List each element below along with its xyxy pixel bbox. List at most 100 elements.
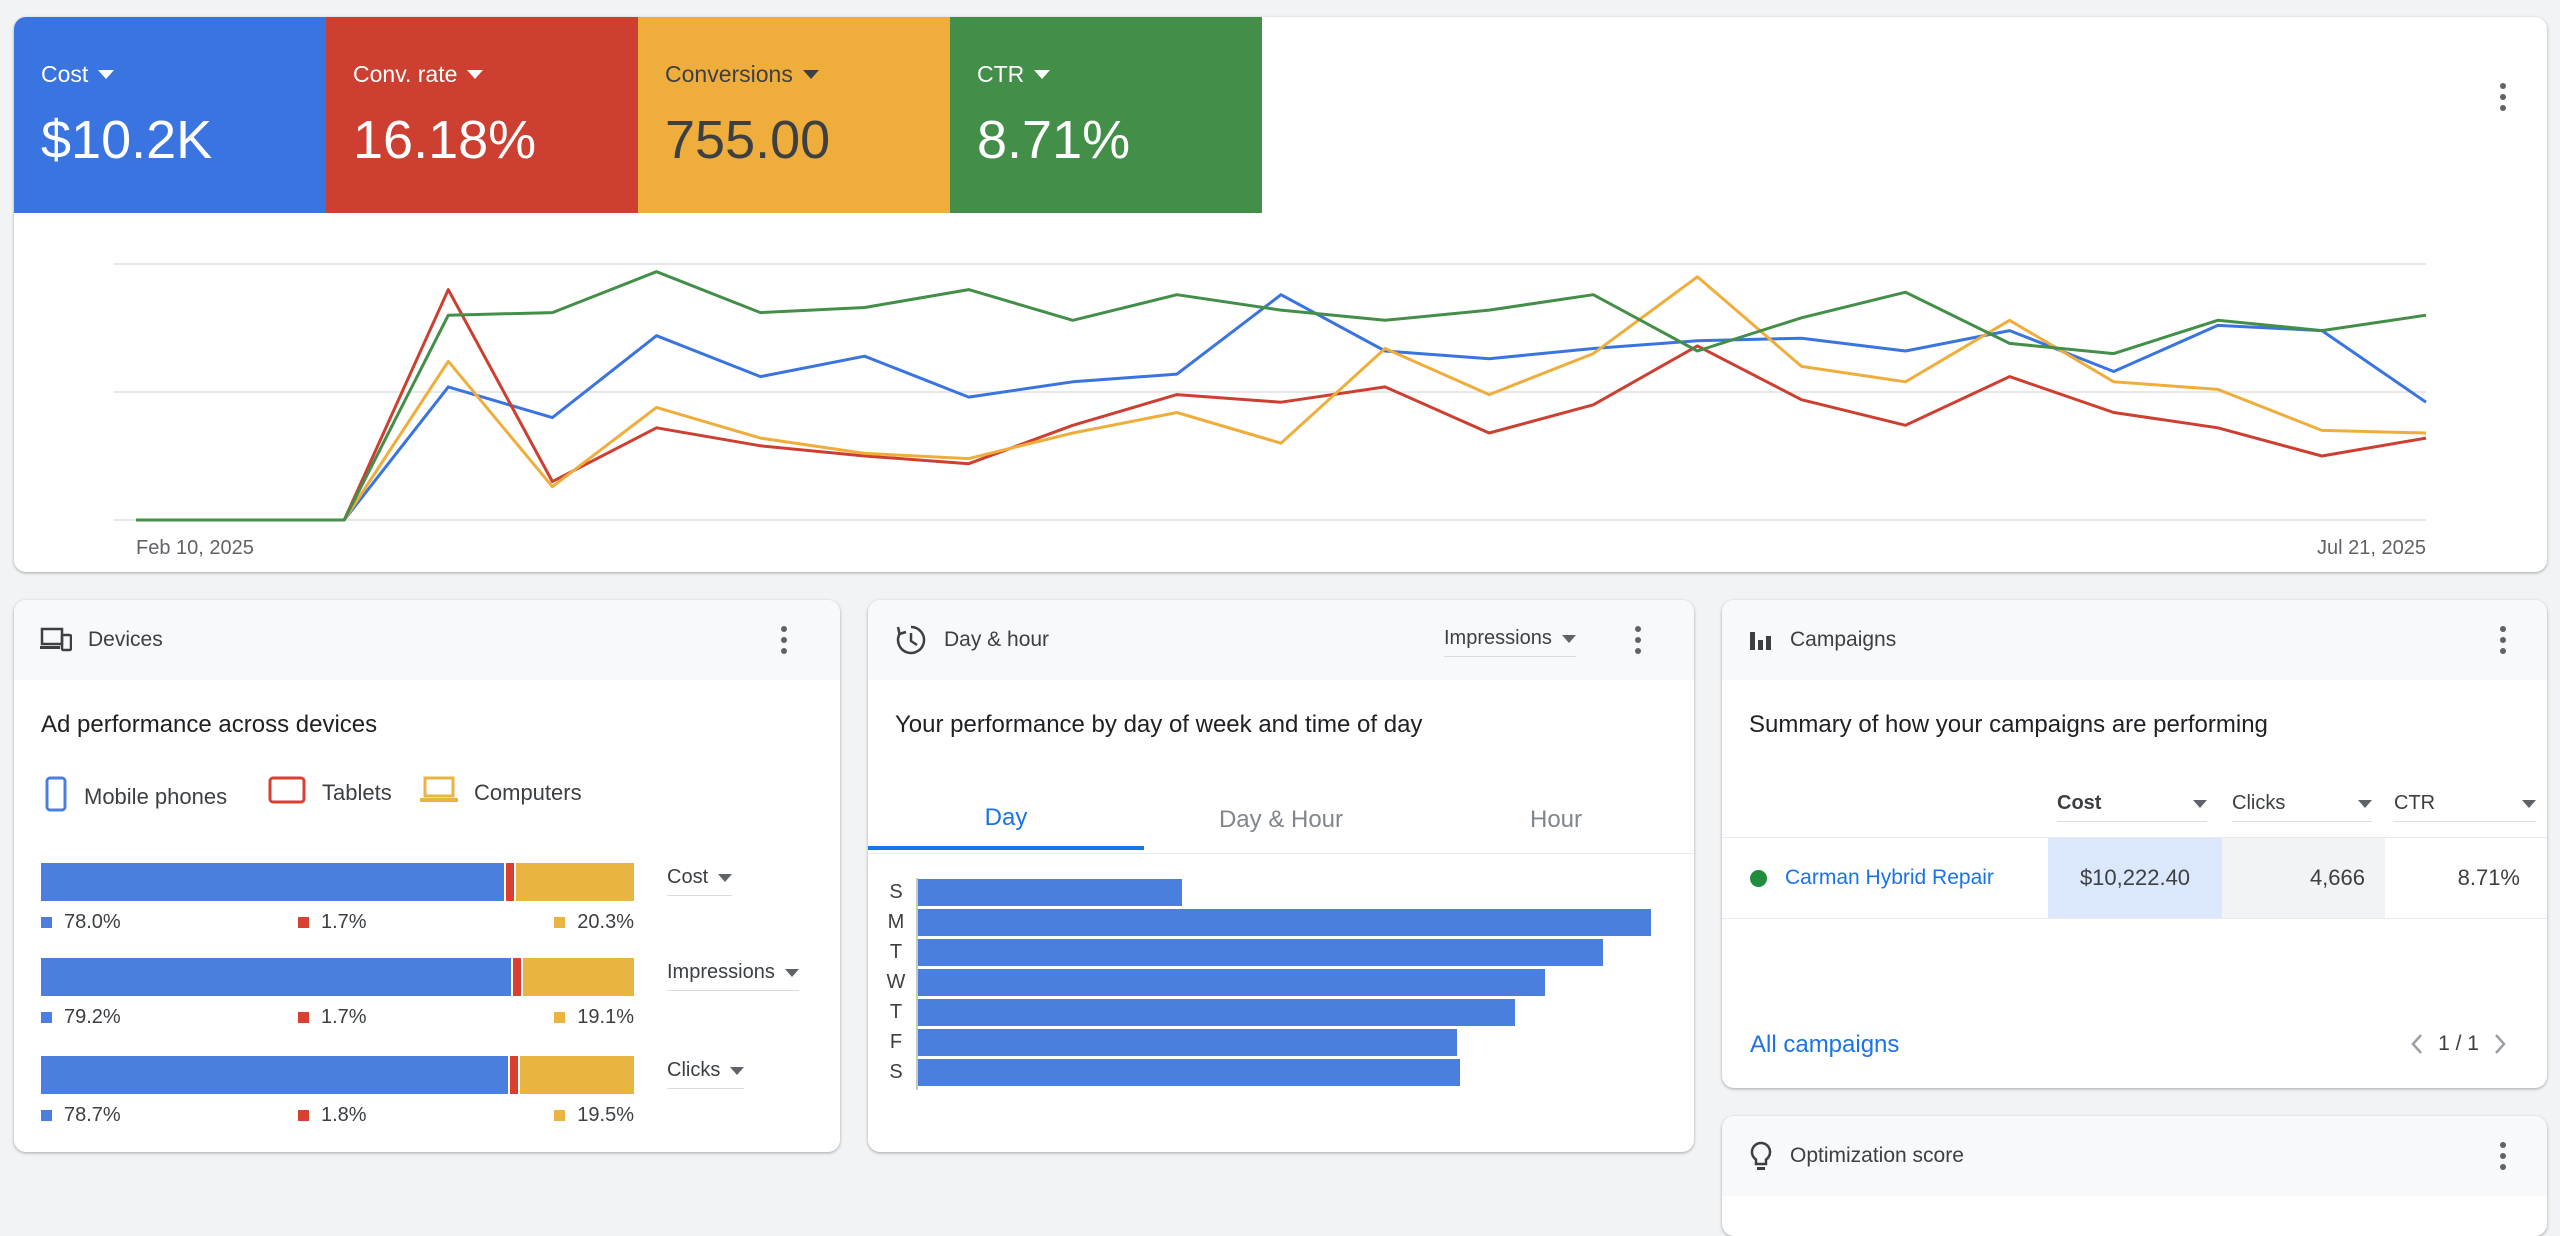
series-line-1 [136, 288, 2427, 522]
device-pct-1: 1.7% [298, 911, 367, 934]
tab-hour[interactable]: Hour [1529, 806, 1583, 833]
metric-value: 8.71% [977, 110, 1131, 170]
x-axis-end-label: Jul 21, 2025 [2317, 537, 2426, 559]
metric-tile-1[interactable]: Conv. rate 16.18% [326, 17, 638, 213]
pager-text: 1 / 1 [2438, 1032, 2479, 1055]
legend-square-icon [298, 917, 309, 928]
day-bar [918, 909, 1651, 936]
overview-card: Cost $10.2K Conv. rate 16.18% Conversions 755… [14, 17, 2547, 572]
device-pct-0: 78.0% [41, 911, 121, 934]
device-pct-2: 19.1% [554, 1006, 634, 1029]
metric-value: $10.2K [41, 110, 213, 170]
device-metric-dropdown[interactable]: Impressions [667, 961, 799, 991]
day-hour-subtitle: Your performance by day of week and time… [895, 711, 1423, 738]
device-metric-label: Clicks [667, 1059, 721, 1081]
chevron-left-icon[interactable] [2410, 1033, 2424, 1055]
campaigns-more-icon[interactable] [2491, 620, 2515, 660]
overview-more-icon[interactable] [2491, 77, 2515, 117]
device-metric-dropdown[interactable]: Clicks [667, 1059, 745, 1089]
sort-caret-icon [2193, 799, 2207, 808]
chevron-down-icon [467, 70, 484, 79]
day-hour-more-icon[interactable] [1626, 620, 1650, 660]
day-hour-card: Day & hour Impressions Your performance … [868, 600, 1694, 1152]
device-pct-value: 79.2% [64, 1006, 121, 1028]
device-bar-segment-2 [518, 1056, 634, 1094]
device-bar-segment-1 [510, 958, 521, 996]
device-pct-value: 1.8% [321, 1104, 367, 1126]
column-header-clicks[interactable]: Clicks [2232, 792, 2372, 822]
day-bar [918, 999, 1516, 1026]
metric-label[interactable]: CTR [977, 61, 1051, 88]
legend-item-0: Mobile phones [44, 776, 227, 818]
day-label: M [887, 911, 905, 933]
metric-label[interactable]: Cost [41, 61, 115, 88]
device-pct-2: 19.5% [554, 1104, 634, 1127]
metric-label-text: Cost [41, 61, 89, 87]
lightbulb-icon [1750, 1141, 1772, 1170]
tablet-icon [268, 776, 306, 810]
clock-icon [896, 625, 926, 655]
legend-item-2: Computers [420, 776, 582, 810]
metric-label-text: Conv. rate [353, 61, 458, 87]
x-axis-start-label: Feb 10, 2025 [136, 537, 254, 559]
metric-tile-2[interactable]: Conversions 755.00 [638, 17, 950, 213]
legend-square-icon [554, 1110, 566, 1121]
devices-icon [40, 627, 72, 652]
chevron-down-icon [1034, 70, 1051, 79]
legend-square-icon [554, 917, 566, 928]
tab-day[interactable]: Day [868, 790, 1144, 850]
campaign-name-cell: Carman Hybrid Repair [1750, 838, 1994, 918]
pagination: 1 / 1 [2410, 1032, 2507, 1056]
legend-label: Computers [474, 780, 582, 805]
metric-tile-0[interactable]: Cost $10.2K [14, 17, 326, 213]
day-hour-title: Day & hour [944, 628, 1050, 651]
column-header-ctr[interactable]: CTR [2394, 792, 2536, 822]
chevron-down-icon [98, 70, 115, 79]
optimization-card: Optimization score [1722, 1116, 2547, 1236]
tab-day-hour[interactable]: Day & Hour [1218, 806, 1344, 833]
legend-item-1: Tablets [268, 776, 392, 810]
day-label: S [889, 881, 903, 903]
day-hour-metric-dropdown[interactable]: Impressions [1444, 627, 1576, 657]
day-bar [918, 1059, 1461, 1086]
series-line-3 [136, 270, 2427, 522]
optimization-more-icon[interactable] [2491, 1136, 2515, 1176]
tabs-divider [868, 853, 1694, 854]
column-header-cost[interactable]: Cost [2057, 792, 2207, 822]
legend-square-icon [41, 1110, 52, 1121]
day-bar [918, 939, 1604, 966]
all-campaigns-link[interactable]: All campaigns [1750, 1031, 1900, 1058]
device-metric-label: Impressions [667, 961, 775, 983]
day-axis-line [916, 878, 918, 1090]
metric-label[interactable]: Conversions [665, 61, 819, 88]
legend-label: Mobile phones [84, 784, 228, 809]
chevron-down-icon [802, 70, 819, 79]
metric-tile-3[interactable]: CTR 8.71% [950, 17, 1262, 213]
legend-square-icon [554, 1012, 566, 1023]
device-pct-value: 78.7% [64, 1104, 121, 1126]
device-metric-dropdown[interactable]: Cost [667, 866, 733, 896]
day-bar [918, 879, 1182, 906]
day-label: T [889, 941, 903, 963]
optimization-title: Optimization score [1790, 1144, 1964, 1167]
device-pct-1: 1.8% [298, 1104, 367, 1127]
day-bar [918, 1029, 1457, 1056]
legend-square-icon [298, 1012, 309, 1023]
day-label: T [889, 1001, 903, 1023]
device-metric-label: Cost [667, 866, 709, 888]
devices-more-icon[interactable] [772, 620, 796, 660]
column-header-ctr-label: CTR [2394, 792, 2436, 814]
legend-square-icon [298, 1110, 309, 1121]
device-bar-segment-2 [513, 863, 634, 901]
table-row: Carman Hybrid Repair $10,222.40 4,666 8.… [1722, 837, 2547, 919]
performance-line-chart: Feb 10, 2025 Jul 21, 2025 [114, 263, 2427, 559]
device-pct-2: 20.3% [554, 911, 634, 934]
metric-label[interactable]: Conv. rate [353, 61, 484, 88]
campaign-name-link[interactable]: Carman Hybrid Repair [1785, 866, 1994, 889]
bar-chart-icon [1750, 632, 1771, 650]
sort-caret-icon [2522, 799, 2536, 808]
chevron-right-icon[interactable] [2493, 1033, 2507, 1055]
day-hour-metric-label: Impressions [1444, 627, 1552, 649]
day-hour-header: Day & hour [868, 600, 1694, 680]
device-pct-value: 1.7% [321, 1006, 367, 1028]
